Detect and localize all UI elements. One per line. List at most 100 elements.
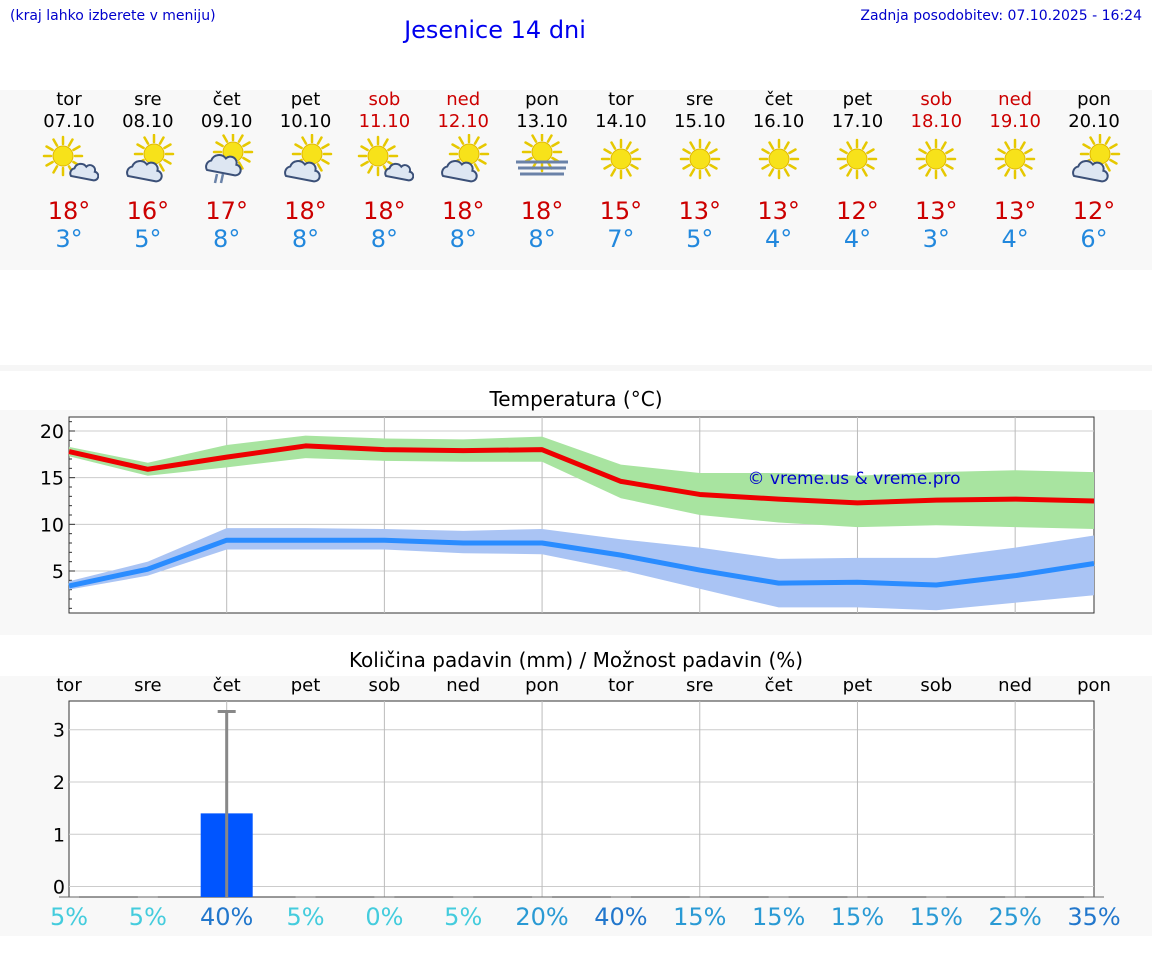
x-tick-label: tor (56, 675, 82, 696)
min-temp: 8° (370, 225, 399, 253)
day-name: sre (134, 89, 162, 110)
precipitation-probability: 5% (444, 903, 483, 931)
min-temp-range-band (69, 528, 1094, 611)
max-temp: 18° (284, 197, 327, 225)
precipitation-probability: 15% (751, 903, 806, 931)
x-tick-label: ned (446, 675, 481, 696)
min-temp: 7° (607, 225, 635, 253)
y-tick-label: 20 (40, 421, 64, 443)
day-name: pet (842, 89, 873, 110)
max-temp: 15° (599, 197, 643, 225)
cloud-sun-icon (441, 134, 490, 183)
sun-icon (600, 138, 642, 180)
x-tick-label: sre (134, 675, 162, 696)
max-temp: 18° (520, 197, 564, 225)
x-tick-label: sob (368, 675, 401, 696)
sun-cloud-icon (358, 135, 415, 182)
last-updated: Zadnja posodobitev: 07.10.2025 - 16:24 (860, 8, 1142, 24)
watermark: © vreme.us & vreme.pro (747, 469, 960, 489)
min-temp: 4° (764, 225, 793, 253)
x-tick-label: čet (764, 675, 793, 696)
day-name: tor (608, 89, 634, 110)
y-tick-label: 15 (40, 468, 64, 490)
min-temp: 8° (528, 225, 556, 253)
day-date: 13.10 (516, 111, 568, 132)
precipitation-probability: 25% (988, 903, 1042, 931)
precipitation-probability: 15% (909, 903, 963, 931)
max-temp: 13° (757, 197, 800, 225)
min-temp: 4° (1001, 225, 1029, 253)
precipitation-probability: 5% (49, 903, 89, 931)
day-date: 20.10 (1068, 111, 1120, 132)
cloud-sun-icon (1072, 134, 1121, 183)
min-temp: 3° (55, 225, 83, 253)
day-name: čet (764, 89, 793, 110)
day-date: 17.10 (831, 111, 884, 132)
min-temp: 5° (134, 225, 162, 253)
precipitation-probability: 15% (830, 903, 885, 931)
x-tick-label: sre (686, 675, 714, 696)
precipitation-chart-title: Količina padavin (mm) / Možnost padavin … (348, 648, 804, 672)
precipitation-probability: 5% (128, 903, 167, 931)
max-temp: 18° (363, 197, 406, 225)
day-date: 16.10 (752, 111, 805, 132)
day-date: 14.10 (595, 111, 647, 132)
day-date: 09.10 (200, 111, 253, 132)
menu-hint: (kraj lahko izberete v meniju) (10, 8, 216, 24)
day-date: 08.10 (122, 111, 174, 132)
sun-cloud-icon (42, 135, 99, 182)
day-name: sob (368, 89, 401, 110)
day-name: sob (920, 89, 953, 110)
sun-icon (679, 138, 721, 180)
min-temp-line (68, 537, 1095, 589)
day-date: 12.10 (437, 111, 489, 132)
min-temp: 3° (922, 225, 950, 253)
min-temp: 8° (213, 225, 241, 253)
max-temp: 18° (47, 197, 91, 225)
page-title: Jesenice 14 dni (404, 16, 586, 44)
min-temp: 5° (686, 225, 714, 253)
precipitation-probability: 20% (515, 903, 569, 931)
forecast-strip (0, 90, 1152, 270)
x-tick-label: pet (842, 675, 873, 696)
x-tick-label: ned (998, 675, 1033, 696)
precipitation-chart: 0 1 2 3 (53, 700, 1104, 899)
sun-icon (916, 138, 957, 180)
max-temp: 12° (1072, 197, 1116, 225)
cloud-sun-icon (125, 134, 175, 183)
x-tick-label: pet (290, 675, 321, 696)
max-temp-range-band (69, 435, 1094, 529)
day-name: ned (998, 89, 1033, 110)
precipitation-probability: 0% (365, 903, 404, 931)
temperature-chart: 5 10 15 20 © vreme.us & vreme.pro (40, 416, 1095, 614)
min-temp: 4° (843, 225, 872, 253)
day-date: 15.10 (674, 111, 726, 132)
x-tick-label: tor (608, 675, 634, 696)
sun-fog-icon (516, 134, 569, 176)
max-temp: 13° (915, 197, 958, 225)
day-date: 10.10 (279, 111, 332, 132)
day-name: pet (290, 89, 321, 110)
min-temp: 8° (291, 225, 320, 253)
max-temp: 18° (441, 197, 485, 225)
y-tick-label: 10 (40, 514, 64, 536)
min-temp: 8° (449, 225, 477, 253)
day-name: sre (686, 89, 714, 110)
cloud-sun-rain-icon (204, 134, 253, 184)
day-date: 18.10 (910, 111, 963, 132)
day-name: tor (56, 89, 82, 110)
precipitation-probability: 15% (673, 903, 727, 931)
day-date: 11.10 (358, 111, 411, 132)
day-name: pon (1077, 89, 1111, 110)
sun-icon (994, 138, 1036, 180)
precipitation-probability: 40% (200, 903, 254, 931)
x-tick-label: čet (212, 675, 241, 696)
precipitation-probability: 40% (594, 903, 648, 931)
max-temp: 12° (836, 197, 879, 225)
day-name: pon (525, 89, 559, 110)
max-temp-line (68, 443, 1095, 506)
sun-icon (837, 138, 878, 180)
max-temp: 16° (126, 197, 170, 225)
separator (0, 365, 1152, 371)
temperature-chart-title: Temperatura (°C) (489, 387, 663, 411)
